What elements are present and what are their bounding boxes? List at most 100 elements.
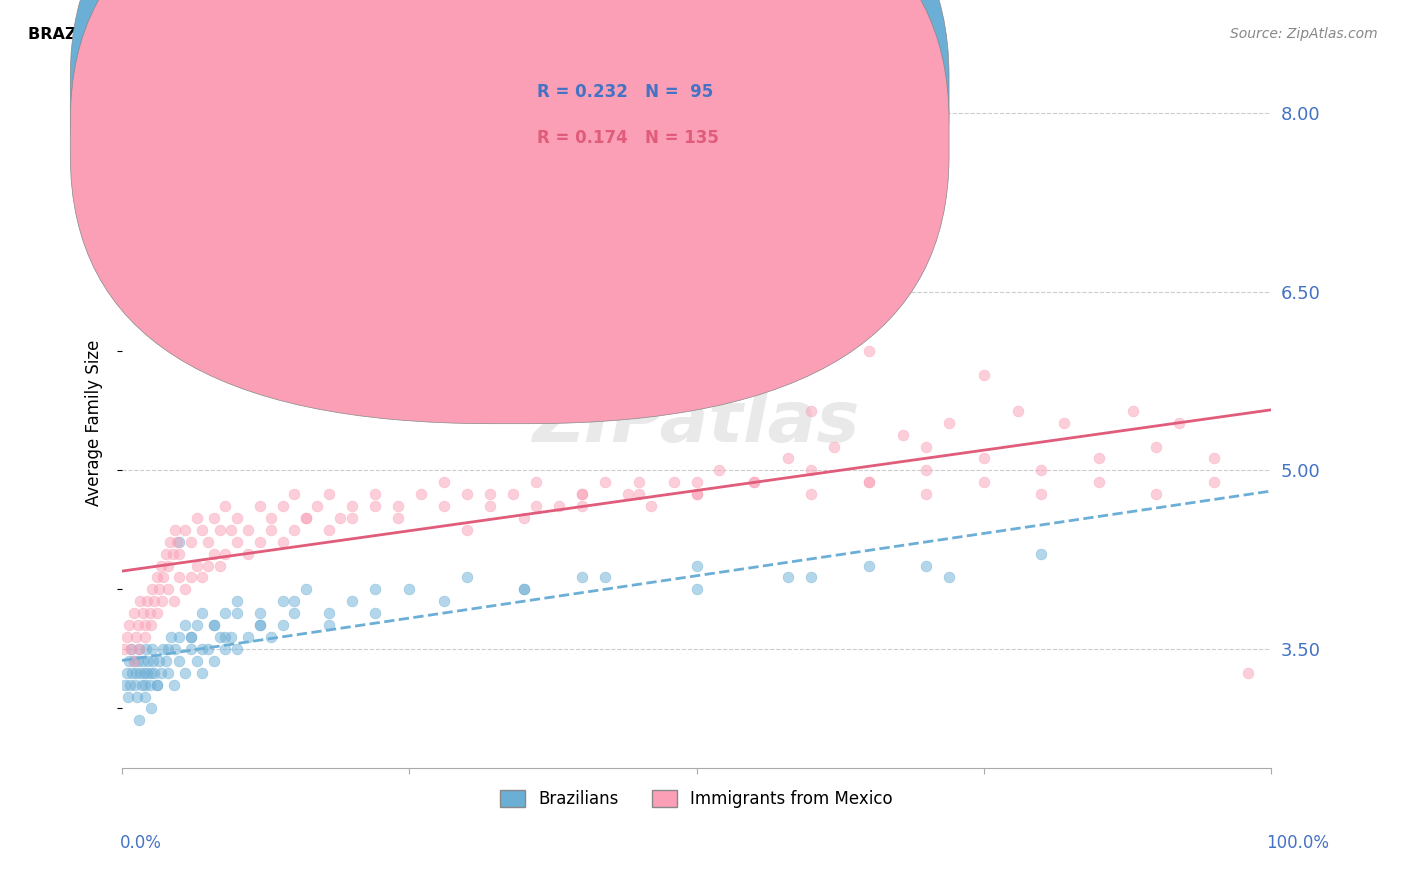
Point	[387, 499, 409, 513]
Point	[138, 677, 160, 691]
Point	[662, 475, 685, 490]
Point	[478, 487, 501, 501]
Point	[186, 654, 208, 668]
Point	[271, 534, 294, 549]
Point	[364, 582, 387, 597]
Point	[973, 475, 995, 490]
Point	[129, 594, 152, 608]
Point	[685, 558, 707, 573]
Point	[152, 570, 174, 584]
Point	[156, 558, 179, 573]
Point	[121, 665, 143, 680]
Point	[145, 677, 167, 691]
Point	[238, 547, 260, 561]
Point	[891, 427, 914, 442]
Point	[122, 606, 145, 620]
Point	[115, 630, 138, 644]
Point	[295, 582, 318, 597]
Point	[1168, 416, 1191, 430]
Point	[915, 463, 938, 477]
Point	[156, 582, 179, 597]
Point	[502, 487, 524, 501]
Point	[202, 511, 225, 525]
Point	[433, 475, 456, 490]
Point	[132, 665, 155, 680]
Point	[800, 404, 823, 418]
Point	[858, 475, 880, 490]
Point	[163, 641, 186, 656]
Point	[180, 630, 202, 644]
Point	[134, 690, 156, 704]
Point	[513, 511, 536, 525]
Point	[409, 487, 432, 501]
Point	[134, 677, 156, 691]
Point	[524, 499, 547, 513]
Point	[249, 618, 271, 632]
Point	[139, 701, 162, 715]
Point	[283, 523, 305, 537]
Point	[593, 475, 616, 490]
Point	[117, 690, 139, 704]
Point	[174, 665, 197, 680]
Text: R = 0.232   N =  95: R = 0.232 N = 95	[537, 83, 713, 101]
Point	[166, 534, 188, 549]
Point	[1202, 451, 1225, 466]
Point	[155, 654, 177, 668]
Point	[135, 641, 157, 656]
Point	[169, 570, 191, 584]
Point	[271, 618, 294, 632]
Point	[742, 475, 765, 490]
Point	[226, 606, 249, 620]
Point	[226, 534, 249, 549]
Point	[186, 558, 208, 573]
Point	[214, 499, 236, 513]
Point	[197, 558, 219, 573]
Point	[295, 511, 318, 525]
Point	[318, 487, 340, 501]
Point	[202, 547, 225, 561]
Point	[628, 487, 651, 501]
Point	[148, 582, 170, 597]
Point	[513, 582, 536, 597]
Point	[915, 558, 938, 573]
Point	[143, 594, 166, 608]
Point	[1122, 404, 1144, 418]
Point	[125, 630, 148, 644]
Point	[1007, 404, 1029, 418]
Point	[547, 499, 569, 513]
Point	[141, 641, 163, 656]
Point	[1237, 665, 1260, 680]
Point	[120, 641, 142, 656]
Point	[169, 534, 191, 549]
Point	[340, 594, 363, 608]
Point	[180, 534, 202, 549]
Point	[571, 487, 593, 501]
Point	[142, 654, 165, 668]
Point	[271, 594, 294, 608]
Point	[456, 523, 478, 537]
Point	[364, 499, 387, 513]
Point	[1144, 440, 1167, 454]
Point	[307, 499, 329, 513]
Text: 100.0%: 100.0%	[1265, 834, 1329, 852]
Point	[180, 641, 202, 656]
Point	[249, 499, 271, 513]
Point	[1053, 416, 1076, 430]
Point	[938, 570, 960, 584]
Point	[295, 511, 318, 525]
Point	[800, 570, 823, 584]
Point	[145, 606, 167, 620]
Point	[162, 547, 184, 561]
Point	[283, 594, 305, 608]
Point	[318, 523, 340, 537]
Point	[150, 558, 173, 573]
Point	[136, 665, 159, 680]
Point	[238, 523, 260, 537]
Point	[159, 534, 181, 549]
Point	[973, 451, 995, 466]
Point	[340, 499, 363, 513]
Point	[208, 558, 231, 573]
Point	[571, 487, 593, 501]
Point	[858, 344, 880, 359]
Point	[132, 606, 155, 620]
